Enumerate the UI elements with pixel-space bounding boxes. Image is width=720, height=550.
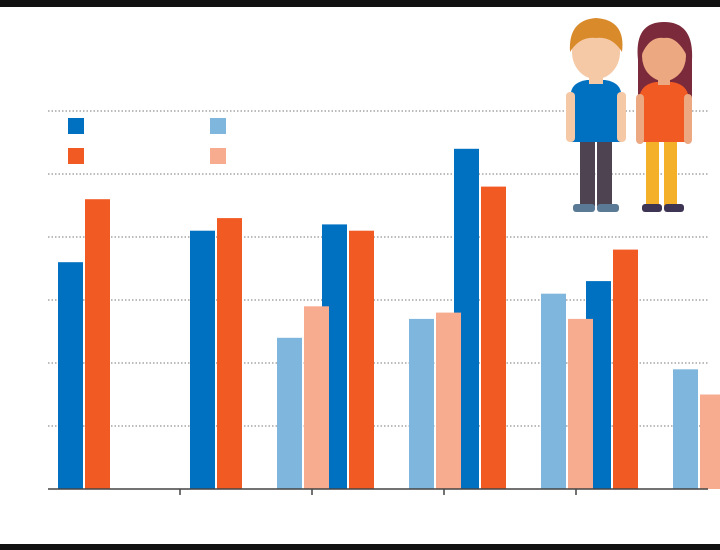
bar (58, 262, 83, 489)
bar (217, 218, 242, 489)
bar (304, 306, 329, 489)
bar (85, 199, 110, 489)
bar (277, 337, 302, 489)
bar (436, 312, 461, 489)
legend-swatch (68, 118, 84, 134)
bar (613, 249, 638, 489)
bars (58, 148, 720, 490)
girl-figure (636, 22, 693, 212)
x-axis (48, 488, 708, 495)
legend-swatch (68, 148, 84, 164)
bar (700, 394, 720, 489)
bar (568, 318, 593, 489)
legend-swatch (210, 148, 226, 164)
bar (349, 230, 374, 489)
bar (409, 318, 434, 489)
legend (68, 118, 226, 164)
bar (190, 230, 215, 489)
boy-and-girl-illustration (566, 18, 693, 212)
bar (673, 369, 698, 489)
bottom-rule (0, 544, 720, 550)
legend-swatch (210, 118, 226, 134)
top-rule (0, 0, 720, 7)
boy-figure (566, 18, 626, 212)
bar (481, 186, 506, 489)
bar (541, 293, 566, 489)
